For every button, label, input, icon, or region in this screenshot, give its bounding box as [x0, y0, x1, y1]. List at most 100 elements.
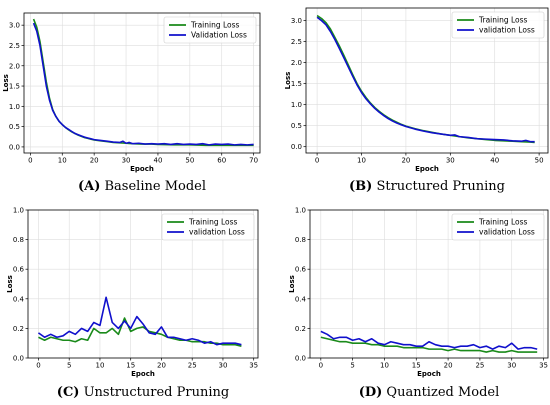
x-tick-label: 30 — [122, 157, 131, 165]
y-tick-label: 3.0 — [291, 17, 302, 25]
legend-label: Training Loss — [188, 218, 238, 227]
x-axis-label: Epoch — [131, 370, 155, 378]
y-tick-label: 0.4 — [295, 295, 307, 303]
x-tick-label: 10 — [58, 157, 67, 165]
caption-letter: (A) — [78, 179, 100, 194]
x-tick-label: 5 — [350, 362, 354, 370]
y-tick-label: 0.8 — [13, 236, 24, 244]
x-tick-label: 10 — [357, 157, 366, 165]
x-tick-label: 40 — [153, 157, 162, 165]
x-axis-label: Epoch — [415, 165, 439, 173]
x-tick-label: 30 — [218, 362, 227, 370]
y-tick-label: 0.6 — [13, 266, 25, 274]
chart-panel-2: 0 10 20 30 40 50 0.0 0.5 1.0 1.5 2.0 2.5 3.0 Epoch Los… — [284, 7, 549, 194]
caption-letter: (D) — [359, 385, 383, 400]
y-tick-label: 2.0 — [291, 59, 302, 67]
x-tick-label: 15 — [126, 362, 135, 370]
y-tick-label: 0.6 — [295, 266, 307, 274]
legend-label: Training Loss — [478, 16, 528, 25]
y-tick-label: 0.2 — [295, 325, 306, 333]
y-tick-label: 1.0 — [295, 207, 306, 215]
caption-text: Baseline Model — [100, 179, 206, 194]
x-tick-label: 0 — [315, 157, 319, 165]
legend-box — [161, 213, 255, 241]
caption-letter: (C) — [57, 385, 80, 400]
x-tick-label: 70 — [249, 157, 258, 165]
panel-caption: (A) Baseline Model — [78, 179, 206, 194]
y-tick-label: 0.8 — [295, 236, 306, 244]
x-tick-label: 35 — [539, 362, 548, 370]
y-tick-label: 0.0 — [9, 143, 20, 151]
x-tick-label: 20 — [90, 157, 99, 165]
legend-label: Training Loss — [478, 218, 528, 227]
chart-panel-4: 0 5 10 15 20 25 30 35 0.0 0.2 0.4 0.6 0.8 1.0 Epoch Los… — [288, 207, 549, 400]
y-tick-label: 0.0 — [295, 355, 306, 363]
series-line-validation — [32, 22, 254, 146]
x-tick-label: 30 — [446, 157, 455, 165]
x-tick-label: 20 — [444, 362, 453, 370]
y-tick-label: 0.5 — [9, 123, 20, 131]
y-axis-label: Loss — [6, 275, 14, 293]
caption-text: Unstructured Pruning — [79, 385, 229, 400]
y-tick-label: 1.5 — [9, 83, 20, 91]
series-line-training — [320, 336, 538, 353]
y-tick-label: 0.0 — [13, 355, 24, 363]
x-axis-label: Epoch — [417, 370, 441, 378]
y-axis-label: Loss — [284, 72, 292, 90]
x-tick-label: 0 — [36, 362, 40, 370]
series-line-validation — [316, 16, 535, 143]
y-tick-label: 1.0 — [9, 103, 20, 111]
legend-box — [163, 16, 257, 44]
legend-label: Training Loss — [190, 21, 240, 30]
plot-frame — [27, 209, 259, 359]
panel-caption: (B) Structured Pruning — [349, 179, 505, 194]
y-tick-label: 2.5 — [9, 42, 20, 50]
x-tick-label: 35 — [249, 362, 258, 370]
x-tick-label: 25 — [188, 362, 197, 370]
x-tick-label: 0 — [28, 157, 32, 165]
y-tick-label: 1.0 — [13, 207, 24, 215]
x-tick-label: 50 — [185, 157, 194, 165]
y-tick-label: 1.0 — [291, 101, 302, 109]
caption-letter: (B) — [349, 179, 372, 194]
legend-box — [451, 213, 545, 241]
legend-label: validation Loss — [189, 228, 245, 237]
y-tick-label: 2.0 — [9, 62, 20, 70]
y-tick-label: 0.2 — [13, 325, 24, 333]
y-tick-label: 0.4 — [13, 295, 25, 303]
legend-label: validation Loss — [479, 228, 535, 237]
x-tick-label: 30 — [507, 362, 516, 370]
y-tick-label: 2.5 — [291, 38, 302, 46]
caption-text: Structured Pruning — [372, 179, 505, 194]
x-tick-label: 60 — [217, 157, 226, 165]
legend-box — [451, 11, 545, 39]
panel-caption: (D) Quantized Model — [359, 385, 500, 400]
y-tick-label: 0.0 — [291, 143, 302, 151]
x-tick-label: 5 — [67, 362, 71, 370]
chart-panel-1: 0 10 20 30 40 50 60 70 0.0 0.5 1.0 1.5 2.0 2.5 3.0 Epoc… — [2, 12, 261, 194]
plot-frame — [309, 209, 549, 359]
y-axis-label: Loss — [2, 74, 10, 92]
y-tick-label: 3.0 — [9, 22, 20, 30]
x-tick-label: 40 — [490, 157, 499, 165]
caption-text: Quantized Model — [382, 385, 499, 400]
legend-label: Validation Loss — [191, 31, 247, 40]
y-tick-label: 1.5 — [291, 80, 302, 88]
series-line-validation — [320, 330, 538, 350]
x-tick-label: 10 — [95, 362, 104, 370]
x-tick-label: 20 — [401, 157, 410, 165]
plot-frame — [23, 12, 261, 154]
x-tick-label: 20 — [157, 362, 166, 370]
chart-panel-3: 0 5 10 15 20 25 30 35 0.0 0.2 0.4 0.6 0.8 1.0 Epoch Los… — [6, 207, 259, 400]
y-tick-label: 0.5 — [291, 122, 302, 130]
x-tick-label: 10 — [380, 362, 389, 370]
x-tick-label: 25 — [475, 362, 484, 370]
plot-frame — [305, 7, 549, 154]
x-tick-label: 50 — [535, 157, 544, 165]
x-tick-label: 0 — [319, 362, 323, 370]
